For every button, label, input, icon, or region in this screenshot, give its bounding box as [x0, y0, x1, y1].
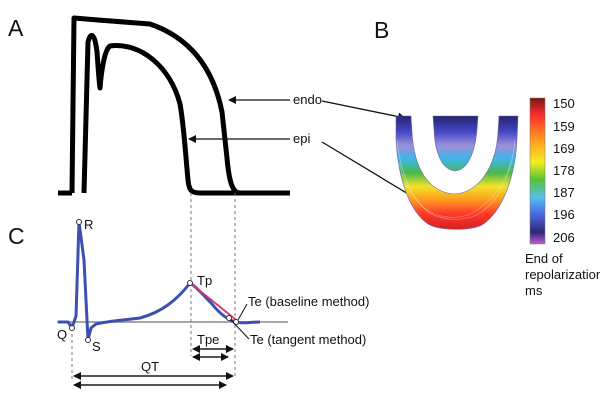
te-tangent-pointer	[230, 319, 250, 340]
colorbar-tick-159: 159	[553, 119, 575, 134]
panel-b-repolarization-map: 150 159 169 178 187 196 206 End of repol…	[395, 96, 600, 298]
endo-label: endo	[293, 92, 322, 107]
guide-lines	[71, 193, 236, 382]
colorbar-tick-196: 196	[553, 207, 575, 222]
epi-label: epi	[293, 131, 310, 146]
colorbar-tick-178: 178	[553, 163, 575, 178]
s-marker	[85, 337, 91, 343]
epi-action-potential	[81, 32, 240, 196]
colorbar-tick-206: 206	[553, 230, 575, 245]
colorbar-caption-line-3: ms	[525, 283, 543, 298]
qt-label: QT	[141, 359, 159, 374]
colorbar-caption-line-1: End of	[525, 251, 563, 266]
endo-arrow-to-heart	[321, 100, 406, 121]
r-label: R	[84, 217, 93, 232]
tpe-label: Tpe	[197, 332, 219, 347]
q-label: Q	[57, 327, 67, 342]
contour-band-1	[396, 139, 516, 220]
r-peak-marker	[76, 219, 82, 225]
ventricle-heatmap	[395, 115, 519, 230]
tp-marker	[187, 280, 193, 286]
colorbar-caption-line-2: repolarization,	[525, 267, 600, 282]
colorbar-tick-169: 169	[553, 141, 575, 156]
te-tangent-marker	[226, 315, 232, 321]
te-baseline-label: Te (baseline method)	[248, 294, 369, 309]
contour-band-2	[398, 161, 512, 218]
te-tangent-label: Te (tangent method)	[250, 332, 366, 347]
panel-c-letter: C	[8, 223, 25, 249]
tangent-line	[188, 281, 241, 324]
colorbar-tick-187: 187	[553, 185, 575, 200]
colorbar-tick-150: 150	[553, 96, 575, 111]
panel-c-ecg: R Q S Tp Te (baseline method) Te (tangen…	[57, 217, 369, 389]
te-baseline-pointer	[237, 303, 248, 321]
s-label: S	[92, 339, 101, 354]
colorbar	[529, 97, 546, 245]
endo-action-potential	[69, 15, 290, 196]
panel-a-letter: A	[8, 15, 24, 41]
q-marker	[69, 325, 75, 331]
tp-label: Tp	[197, 273, 212, 288]
panel-b-letter: B	[374, 17, 389, 43]
